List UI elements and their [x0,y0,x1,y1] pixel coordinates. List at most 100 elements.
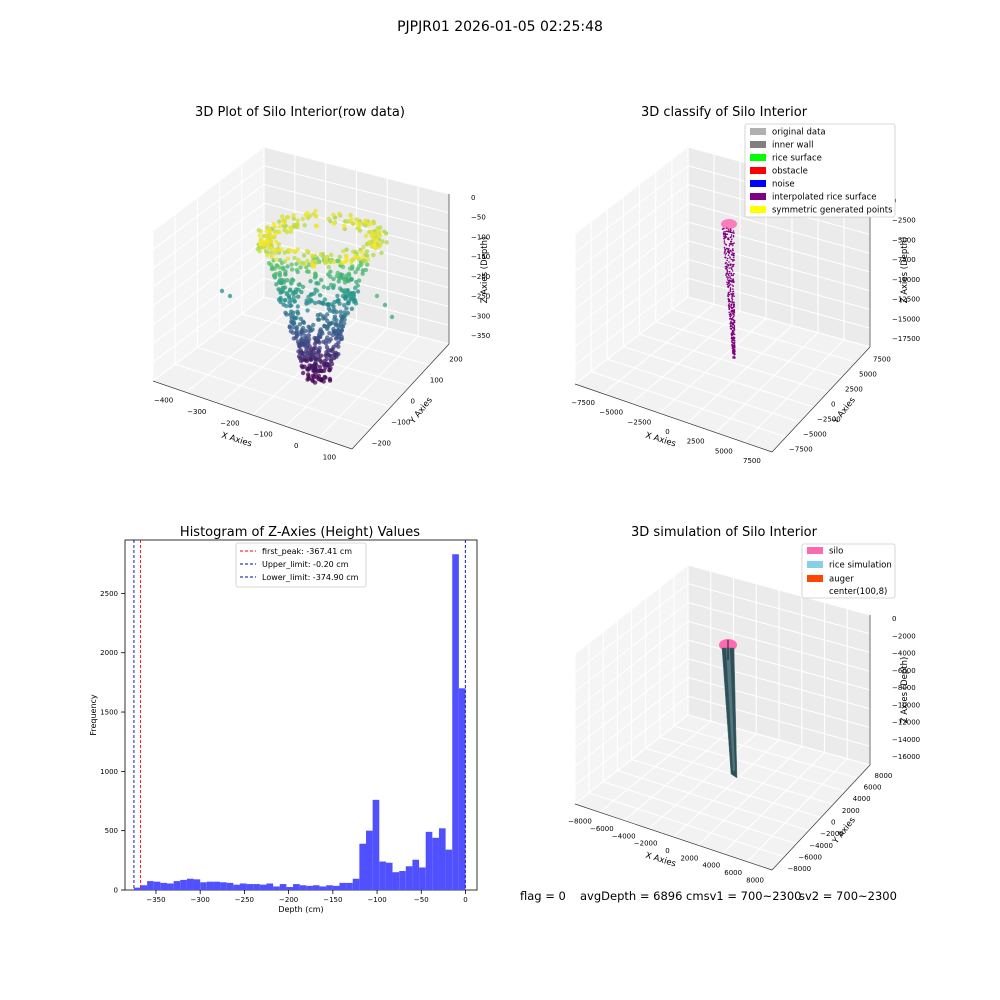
grid-line [152,221,265,307]
grid-line [285,327,388,427]
scatter-point [282,297,288,303]
scatter-point [335,299,340,304]
grid-line [574,639,689,730]
interpolated-point [733,272,735,275]
interpolated-point [729,257,731,259]
scatter-point [313,359,319,364]
interpolated-point [731,344,733,347]
scatter-point [349,260,354,265]
interpolated-point [731,249,734,251]
scatter-point [296,257,301,263]
interpolated-point [724,251,726,253]
scatter-point [306,366,311,371]
interpolated-point [730,280,733,283]
scatter-point [338,275,344,280]
scatter-point [303,328,308,334]
y-tick-label: −2000 [820,830,844,838]
x-axis-label: Depth (cm) [278,905,323,914]
z-tick-label: −15000 [892,315,920,323]
scatter-point [286,215,291,220]
grid-line [687,221,871,273]
grid-line [574,620,689,711]
scatter-point [335,270,340,276]
scatter-point [371,252,376,258]
interpolated-point [733,337,736,339]
grid-line [659,318,767,414]
scatter-point [376,228,381,234]
interpolated-point [726,281,728,284]
histogram-bar [233,884,240,890]
y-tick-label: 2000 [842,807,860,815]
grid-line [263,221,450,270]
interpolated-point [728,311,730,314]
histogram-bar [153,881,161,890]
scatter-point [299,363,304,369]
legend-label: rice simulation [829,561,892,571]
z-tick-label: −350 [471,332,490,340]
y-tick-label: 0 [411,398,415,406]
histogram-plot: −350 −300 −250 −200 −150 −100 −50 0 0 500 1000 1500… [89,539,478,914]
scatter-point [338,313,344,319]
scatter-point [344,247,349,252]
scatter-point [317,345,322,351]
interpolated-point [723,252,726,254]
y-tick-label: −200 [372,440,391,448]
x-tick-label: 5000 [715,447,733,455]
x-tick-label: −2000 [634,840,658,848]
scatter-point [369,233,374,238]
histogram-bar [147,881,154,890]
interpolated-point [731,298,734,301]
interpolated-point [726,233,729,236]
grid-line [659,736,846,792]
scatter-point [274,263,280,268]
legend-swatch-auger [807,575,823,582]
histogram-bar [200,882,207,890]
z-tick-label: −4000 [892,650,916,658]
scatter-point [271,273,277,278]
interpolated-point [731,238,733,240]
scatter-point [319,277,324,283]
scatter-point [274,239,279,245]
scatter-point [320,331,325,336]
scatter-point [360,255,365,260]
grid-line [607,358,801,423]
interpolated-point [731,323,734,326]
y-tick-label: 100 [430,377,443,385]
histogram-title: Histogram of Z-Axies (Height) Values [180,525,420,540]
scatter-point [279,247,284,252]
grid-line [623,346,815,408]
scatter-point [335,258,341,264]
grid-line [152,165,265,251]
z-tick-label: −2000 [892,632,916,640]
histogram-legend [235,542,367,588]
legend-label: auger [829,575,854,585]
interpolated-point [732,256,735,259]
scatter-point [297,322,303,327]
x-tick-label: −4000 [612,832,636,840]
scatter-point [314,214,319,219]
scatter-point [317,293,323,298]
scatter-point [332,352,338,358]
interpolated-point [730,328,733,330]
grid-line [687,583,871,635]
interpolated-point [724,243,727,245]
interpolated-point [728,306,730,309]
z-tick-label: −12000 [892,719,920,727]
scatter-point [340,264,346,270]
interpolated-point [731,302,734,304]
y-axis-line [351,343,450,450]
scatter-point [295,222,300,227]
histogram-bar [133,887,141,890]
z-axis-label: Z Axies (Depth) [900,657,910,724]
grid-line [152,296,265,382]
scatter-point [259,237,265,243]
interpolated-point [732,346,734,349]
interpolated-point [733,319,736,322]
scatter-point [301,320,307,325]
x-tick-label: 7500 [743,457,761,465]
scatter-point [312,335,317,341]
x-tick-label: −250 [235,896,254,904]
histogram-bar [213,881,221,890]
interpolated-point [725,257,727,259]
y-axis-line [771,346,871,453]
